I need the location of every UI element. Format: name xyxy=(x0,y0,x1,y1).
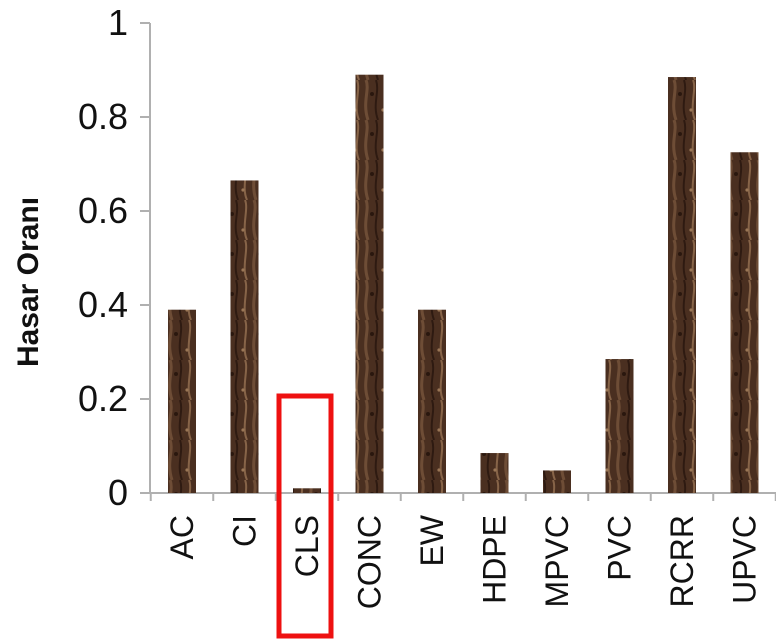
y-axis: 0 0.2 0.4 0.6 0.8 1 xyxy=(78,2,151,513)
bars xyxy=(168,74,759,494)
y-axis-title: Hasar Oranı xyxy=(12,197,45,367)
y-tick-label: 0.2 xyxy=(78,378,128,419)
bar-mpvc xyxy=(543,470,571,493)
bar-cls xyxy=(293,488,321,493)
bar-rcrr xyxy=(668,77,696,494)
y-tick-label: 0.4 xyxy=(78,284,128,325)
bar-ci xyxy=(230,180,259,493)
bar-hdpe xyxy=(480,453,509,493)
bar-ac xyxy=(168,309,196,493)
bar-conc xyxy=(355,74,384,493)
bar-upvc xyxy=(730,152,759,493)
highlight-box-cls xyxy=(276,393,334,639)
y-tick-label: 0.8 xyxy=(78,96,128,137)
x-tick-label-ew: EW xyxy=(414,514,450,566)
y-tick-label: 1 xyxy=(108,2,128,43)
y-tick-label: 0.6 xyxy=(78,190,128,231)
x-tick-label-pvc: PVC xyxy=(602,515,638,581)
x-tick-label-cls: CLS xyxy=(289,515,325,577)
x-tick-labels: AC CI CLS CONC EW HDPE MPVC PVC RCRR UPVC xyxy=(164,514,763,609)
x-axis xyxy=(149,492,776,501)
x-tick-label-mpvc: MPVC xyxy=(539,515,575,607)
bar-pvc xyxy=(605,359,634,493)
bar-ew xyxy=(418,309,446,493)
x-tick-label-conc: CONC xyxy=(352,515,388,609)
x-tick-label-hdpe: HDPE xyxy=(477,515,513,604)
x-tick-label-upvc: UPVC xyxy=(727,515,763,604)
x-tick-label-rcrr: RCRR xyxy=(664,515,700,607)
x-tick-label-ac: AC xyxy=(164,515,200,559)
y-tick-label: 0 xyxy=(108,472,128,513)
x-tick-label-ci: CI xyxy=(227,515,263,547)
